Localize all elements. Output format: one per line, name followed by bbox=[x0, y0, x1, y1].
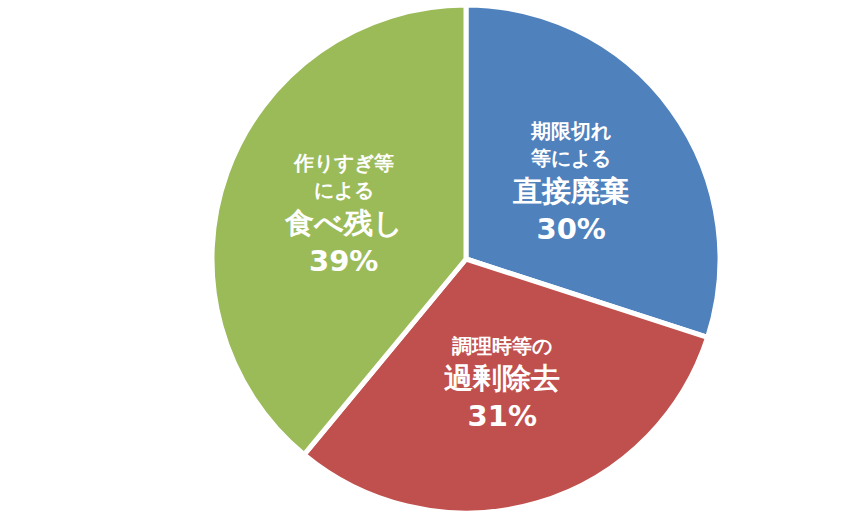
svg-text:39%: 39% bbox=[309, 244, 378, 278]
svg-text:食べ残し: 食べ残し bbox=[284, 206, 403, 240]
svg-text:による: による bbox=[314, 178, 374, 202]
svg-text:作りすぎ等: 作りすぎ等 bbox=[293, 151, 394, 175]
svg-text:調理時等の: 調理時等の bbox=[452, 334, 552, 358]
svg-text:期限切れ: 期限切れ bbox=[530, 119, 611, 143]
svg-text:30%: 30% bbox=[536, 212, 605, 246]
svg-text:31%: 31% bbox=[468, 399, 537, 433]
svg-text:過剰除去: 過剰除去 bbox=[444, 361, 560, 395]
svg-text:直接廃棄: 直接廃棄 bbox=[512, 174, 629, 208]
svg-text:等による: 等による bbox=[530, 146, 611, 170]
